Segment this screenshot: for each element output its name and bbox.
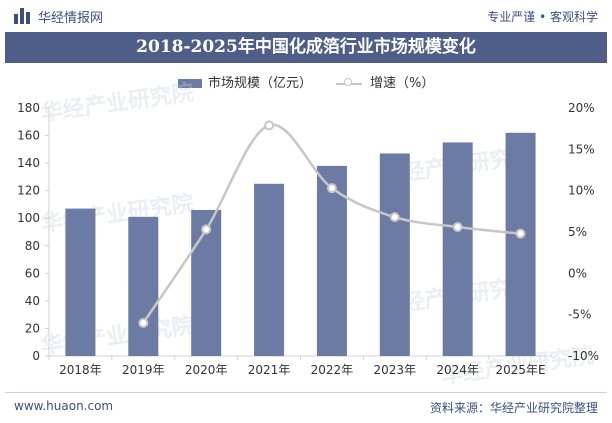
y-left-tick-label: 120 [17, 184, 40, 198]
y-left-tick-label: 40 [25, 294, 40, 308]
growth-point [264, 120, 275, 131]
y-left-tick-label: 140 [17, 156, 40, 170]
x-tick-label: 2022年 [311, 363, 354, 377]
y-left-tick-label: 160 [17, 129, 40, 143]
bar [128, 216, 159, 356]
title-band: 2018-2025年中国化成箔行业市场规模变化 [5, 32, 607, 63]
top-bar: 华经情报网 专业严谨 • 客观科学 [0, 0, 612, 30]
x-tick-label: 2021年 [248, 363, 291, 377]
growth-point [452, 222, 463, 233]
legend: 市场规模（亿元） 增速（%） [0, 74, 612, 94]
bar [379, 153, 410, 356]
footer-divider [5, 392, 607, 393]
legend-bar-label: 市场规模（亿元） [208, 76, 313, 91]
chart-area: 0 20 40 60 80 100 120 140 160 180 -10% -5% 0% 5% 10% 15… [17, 101, 599, 377]
bar [316, 165, 347, 356]
website-link[interactable]: www.huaon.com [14, 399, 114, 413]
y-right-tick-label: -10% [568, 349, 599, 363]
bar [505, 132, 536, 356]
y-right-tick-label: 5% [568, 225, 587, 239]
legend-bar-swatch [178, 79, 202, 88]
bar [442, 142, 473, 356]
y-left-tick-label: 80 [25, 239, 40, 253]
y-right-tick-label: 0% [568, 266, 587, 280]
y-right-tick-label: 15% [568, 142, 595, 156]
x-tick-label: 2024年 [436, 363, 479, 377]
y-left-tick-label: 0 [32, 349, 40, 363]
growth-point [201, 224, 212, 235]
growth-point [515, 228, 526, 239]
y-left-tick-label: 60 [25, 266, 40, 280]
slogan: 专业严谨 • 客观科学 [487, 10, 598, 24]
growth-point [138, 317, 149, 328]
x-tick-label: 2023年 [374, 363, 417, 377]
brand-name: 华经情报网 [38, 11, 104, 26]
data-source: 资料来源：华经产业研究院整理 [429, 401, 598, 415]
y-left-tick-label: 20 [25, 321, 40, 335]
y-left-tick-label: 100 [17, 211, 40, 225]
bar [254, 183, 285, 356]
x-tick-label: 2020年 [185, 363, 228, 377]
bar [65, 208, 96, 356]
y-right-tick-label: 20% [568, 101, 595, 115]
legend-line-marker [344, 78, 352, 86]
y-right-tick-label: 10% [568, 184, 595, 198]
x-tick-label: 2018年 [59, 363, 102, 377]
x-tick-label: 2025年E [496, 363, 546, 377]
growth-point [326, 183, 337, 194]
y-right-tick-label: -5% [568, 308, 591, 322]
y-left-tick-label: 180 [17, 101, 40, 115]
chart-title: 2018-2025年中国化成箔行业市场规模变化 [136, 37, 476, 57]
legend-line-label: 增速（%） [370, 76, 435, 91]
growth-point [389, 212, 400, 223]
x-tick-label: 2019年 [122, 363, 165, 377]
logo-icon [14, 8, 32, 24]
